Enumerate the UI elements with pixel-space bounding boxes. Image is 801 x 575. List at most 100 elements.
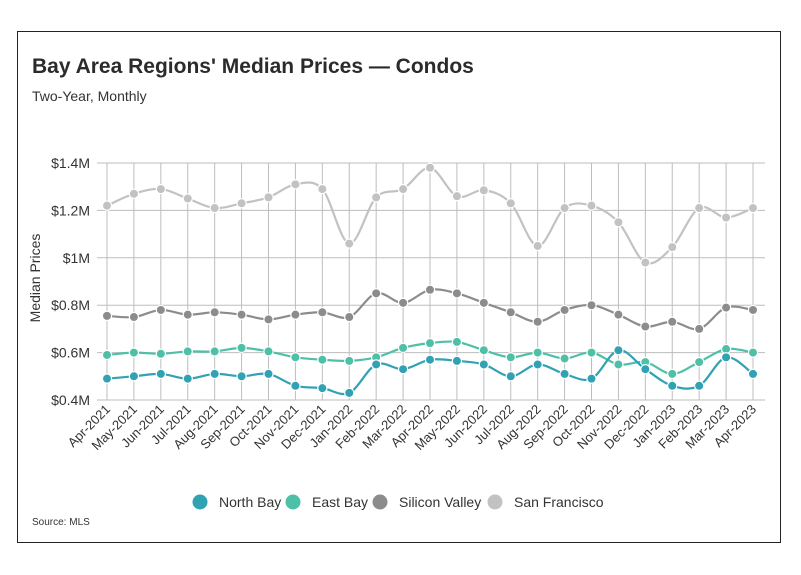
data-point xyxy=(613,309,624,320)
data-point xyxy=(370,288,382,299)
data-point xyxy=(370,192,382,203)
data-point xyxy=(209,202,220,214)
x-axis-ticks: Apr-2021May-2021Jun-2021Jul-2021Aug-2021… xyxy=(65,402,759,453)
data-point xyxy=(397,342,409,354)
data-point xyxy=(640,321,651,332)
data-point xyxy=(586,200,597,211)
data-point xyxy=(693,380,705,391)
data-point xyxy=(424,284,436,295)
legend-label: North Bay xyxy=(219,494,281,510)
data-point xyxy=(182,309,193,320)
data-point xyxy=(128,311,140,323)
y-tick-label: $0.4M xyxy=(51,392,90,408)
data-point xyxy=(263,314,274,325)
legend-marker xyxy=(285,494,301,510)
data-point xyxy=(667,241,678,253)
data-point xyxy=(290,352,301,363)
data-point xyxy=(317,354,328,365)
y-tick-label: $1.4M xyxy=(51,155,90,171)
data-point xyxy=(290,380,301,391)
data-point xyxy=(209,307,220,318)
data-point xyxy=(667,368,678,380)
data-point xyxy=(720,302,732,313)
data-point xyxy=(101,349,113,361)
data-point xyxy=(424,337,436,349)
y-axis-label: Median Prices xyxy=(27,234,43,323)
data-point xyxy=(451,190,463,202)
data-point xyxy=(317,183,328,195)
data-point xyxy=(478,345,490,356)
data-point xyxy=(478,359,490,370)
data-point xyxy=(263,368,274,380)
data-point xyxy=(370,359,382,370)
data-point xyxy=(155,348,167,359)
data-point xyxy=(101,200,113,211)
data-point xyxy=(667,316,678,327)
series-north-bay xyxy=(101,345,759,399)
series-san-francisco xyxy=(101,162,759,268)
data-point xyxy=(747,368,759,380)
data-point xyxy=(451,355,463,367)
data-point xyxy=(586,373,597,384)
data-point xyxy=(559,202,570,214)
series-group xyxy=(101,162,759,399)
data-point xyxy=(236,309,247,320)
data-point xyxy=(263,192,274,203)
data-point xyxy=(613,217,624,228)
data-point xyxy=(182,373,193,384)
data-point xyxy=(586,300,597,311)
data-point xyxy=(532,316,543,327)
data-point xyxy=(532,347,543,358)
data-point xyxy=(101,310,113,322)
data-point xyxy=(667,380,678,391)
data-point xyxy=(182,193,193,204)
data-point xyxy=(559,368,570,380)
data-point xyxy=(532,240,543,252)
data-point xyxy=(128,188,140,200)
legend-marker xyxy=(372,494,388,510)
legend: North Bay East Bay Silicon Valley San Franc… xyxy=(192,494,604,510)
data-point xyxy=(397,363,409,375)
data-point xyxy=(747,347,759,358)
data-point xyxy=(640,257,651,268)
data-point xyxy=(101,373,113,384)
y-tick-label: $1M xyxy=(63,250,90,266)
y-tick-label: $0.8M xyxy=(51,297,90,313)
data-point xyxy=(317,382,328,394)
data-point xyxy=(317,307,328,318)
y-tick-label: $1.2M xyxy=(51,202,90,218)
data-point xyxy=(505,352,516,363)
data-point xyxy=(505,371,516,382)
data-point xyxy=(236,371,247,382)
source-note: Source: MLS xyxy=(32,517,90,528)
y-axis-ticks: $0.4M $0.6M $0.8M $1M $1.2M $1.4M xyxy=(51,155,90,408)
data-point xyxy=(128,371,140,382)
data-point xyxy=(451,288,463,299)
data-point xyxy=(155,304,167,316)
data-point xyxy=(209,346,220,357)
data-point xyxy=(290,309,301,320)
data-point xyxy=(613,345,624,356)
data-point xyxy=(640,363,651,375)
data-point xyxy=(344,355,355,367)
data-point xyxy=(532,359,543,370)
legend-marker xyxy=(192,494,208,510)
data-point xyxy=(236,342,247,354)
data-point xyxy=(478,185,490,196)
data-point xyxy=(693,356,705,368)
data-point xyxy=(128,347,140,358)
data-point xyxy=(424,354,436,365)
data-point xyxy=(747,202,759,214)
legend-label: San Francisco xyxy=(514,494,604,510)
data-point xyxy=(720,352,732,363)
data-point xyxy=(613,359,624,370)
data-point xyxy=(155,183,167,195)
legend-marker xyxy=(487,494,503,510)
data-point xyxy=(505,307,516,318)
y-tick-label: $0.6M xyxy=(51,345,90,361)
data-point xyxy=(263,346,274,357)
data-point xyxy=(559,353,570,364)
data-point xyxy=(397,297,409,309)
data-point xyxy=(209,368,220,380)
legend-label: Silicon Valley xyxy=(399,494,481,510)
